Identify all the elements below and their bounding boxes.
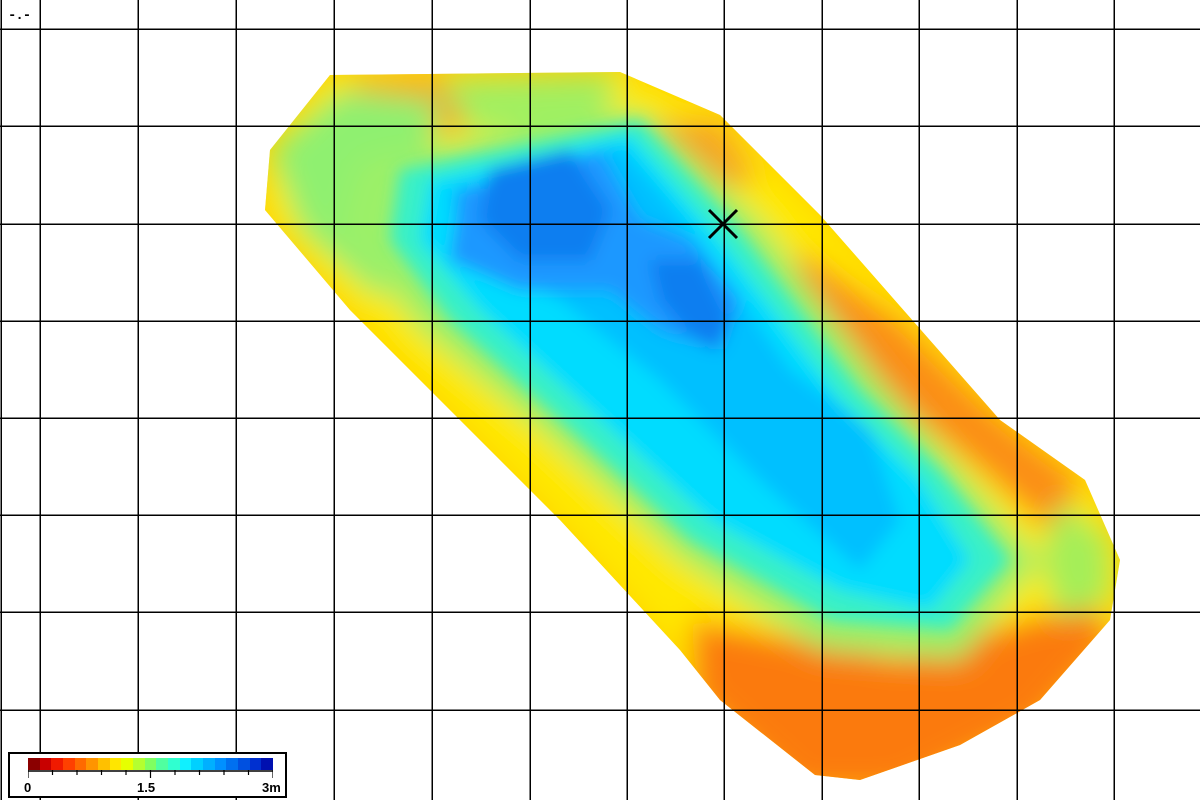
legend-swatch — [133, 758, 145, 770]
legend-swatch — [203, 758, 215, 770]
depth-legend: 0 1.5 3m — [8, 752, 287, 798]
legend-swatch — [144, 758, 157, 770]
legend-swatch — [226, 758, 239, 770]
legend-swatch — [168, 758, 180, 770]
legend-swatch — [51, 758, 64, 770]
legend-swatch — [74, 758, 87, 770]
legend-swatch — [121, 758, 134, 770]
legend-ticks — [28, 770, 273, 778]
x-marker-icon[interactable] — [707, 208, 739, 240]
legend-swatch — [86, 758, 99, 770]
legend-swatch — [156, 758, 169, 770]
legend-swatch — [214, 758, 227, 770]
legend-swatch — [98, 758, 110, 770]
legend-color-bar — [28, 758, 274, 770]
legend-label-mid: 1.5 — [137, 780, 156, 795]
legend-label-max: 3m — [262, 780, 281, 795]
legend-swatch — [261, 758, 274, 770]
legend-swatch — [63, 758, 75, 770]
legend-swatch — [39, 758, 52, 770]
coordinate-readout: -.- — [8, 8, 31, 24]
legend-swatch — [238, 758, 250, 770]
legend-swatch — [109, 758, 122, 770]
legend-swatch — [179, 758, 192, 770]
legend-label-min: 0 — [24, 780, 32, 795]
legend-swatch — [249, 758, 262, 770]
legend-swatch — [191, 758, 204, 770]
legend-swatch — [28, 758, 40, 770]
